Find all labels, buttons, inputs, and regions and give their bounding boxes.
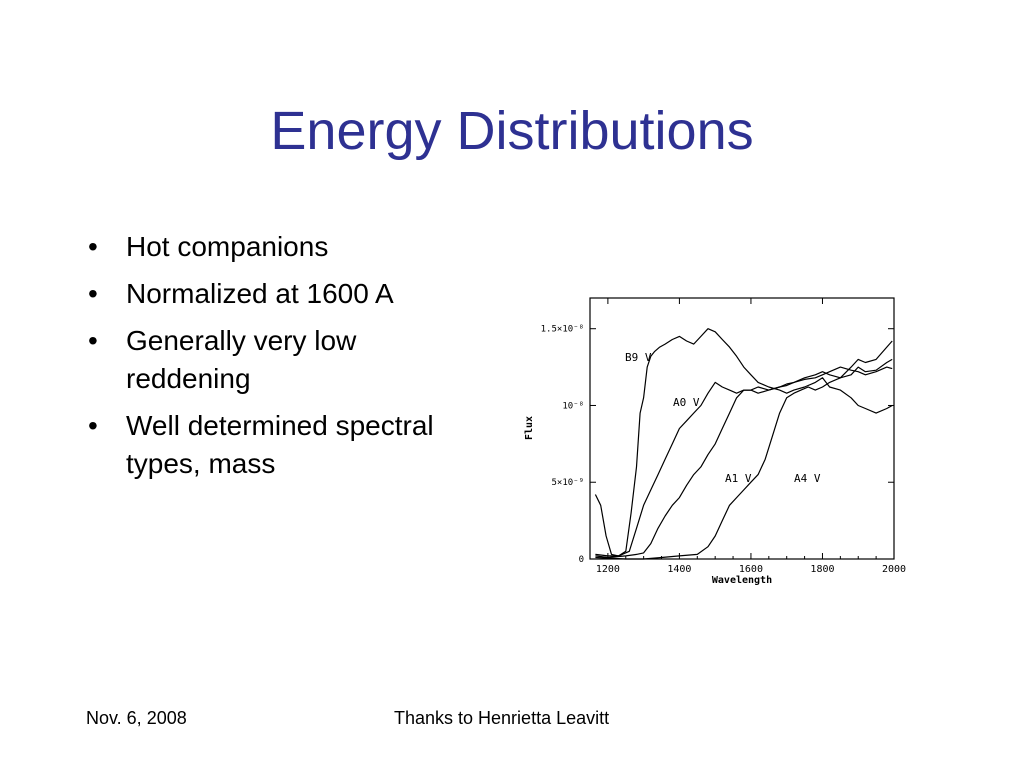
x-tick-label: 1400	[667, 564, 691, 575]
bullet-item: • Well determined spectral types, mass	[86, 407, 466, 483]
bullet-dot-icon: •	[88, 231, 98, 262]
bullet-text: Normalized at 1600 A	[126, 278, 394, 309]
series-label-a1v: A1 V	[725, 472, 752, 485]
footer-date: Nov. 6, 2008	[86, 708, 187, 728]
chart-svg: 1200 1400 1600 1800 2000 0 5×10⁻⁹ 10⁻⁸ 1.5×10⁻⁸…	[524, 297, 906, 586]
y-tick-label: 5×10⁻⁹	[551, 478, 584, 488]
bullet-text: Well determined spectral types, mass	[126, 410, 434, 479]
series-label-b9v: B9 V	[625, 351, 652, 364]
bullet-item: • Normalized at 1600 A	[86, 275, 466, 313]
y-tick-label: 10⁻⁸	[562, 401, 584, 411]
series-label-a4v: A4 V	[794, 472, 821, 485]
bullet-text: Generally very low reddening	[126, 325, 357, 394]
x-axis-label: Wavelength	[712, 575, 772, 586]
bullet-dot-icon: •	[88, 410, 98, 441]
slide-title: Energy Distributions	[270, 101, 754, 161]
x-tick-label: 1600	[739, 564, 763, 575]
bullet-item: • Generally very low reddening	[86, 322, 466, 398]
y-tick-label: 1.5×10⁻⁸	[541, 325, 584, 335]
spectrum-chart: 1200 1400 1600 1800 2000 0 5×10⁻⁹ 10⁻⁸ 1.5×10⁻⁸…	[518, 288, 918, 588]
bullet-text: Hot companions	[126, 231, 329, 262]
x-tick-label: 1800	[810, 564, 834, 575]
series-label-a0v: A0 V	[673, 396, 700, 409]
series-group	[594, 328, 893, 560]
x-tick-label: 2000	[882, 564, 906, 575]
bullet-item: • Hot companions	[86, 228, 466, 266]
series-line-a0v	[595, 340, 893, 557]
y-axis: 0 5×10⁻⁹ 10⁻⁸ 1.5×10⁻⁸	[541, 325, 894, 565]
footer-credit: Thanks to Henrietta Leavitt	[394, 708, 610, 728]
bullet-list: • Hot companions • Normalized at 1600 A • G…	[86, 228, 466, 492]
bullet-dot-icon: •	[88, 278, 98, 309]
plot-frame	[589, 297, 895, 560]
x-axis: 1200 1400 1600 1800 2000	[596, 298, 906, 575]
series-line-a1v	[595, 366, 893, 559]
y-axis-label: Flux	[524, 416, 535, 440]
y-tick-label: 0	[579, 555, 584, 565]
series-line-b9v	[594, 328, 893, 557]
bullet-dot-icon: •	[88, 325, 98, 356]
x-tick-label: 1200	[596, 564, 620, 575]
series-line-a4v	[595, 358, 893, 560]
